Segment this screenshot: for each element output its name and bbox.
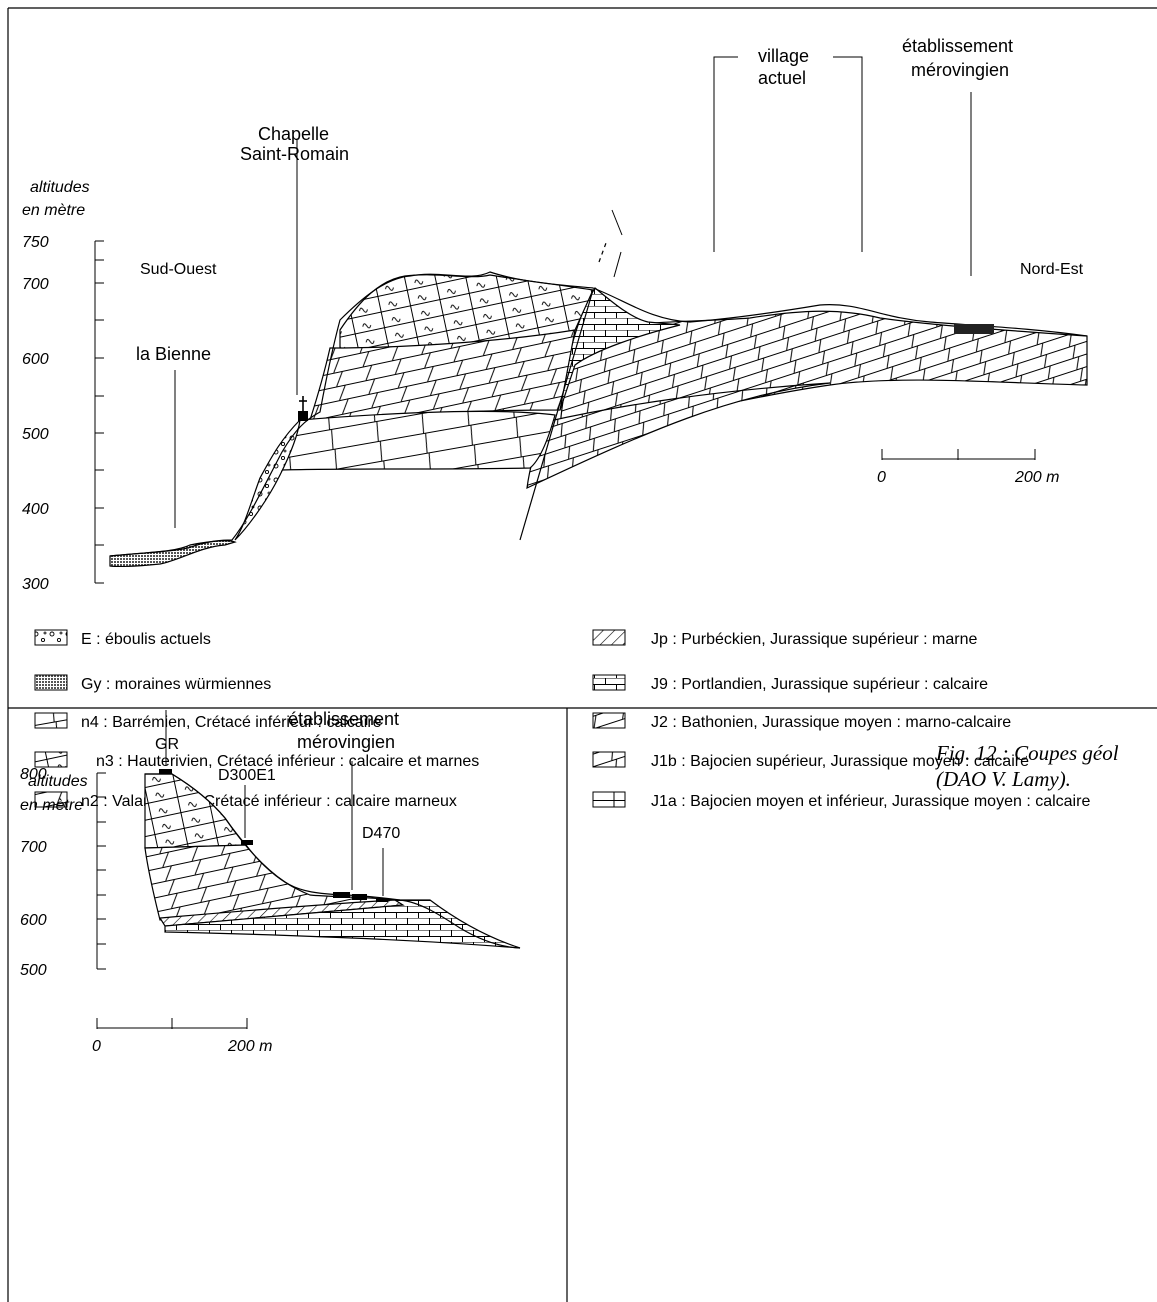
layer-n4-lower bbox=[281, 410, 556, 471]
legend-item: n2 : Valanginien, Crétacé inférieur : ca… bbox=[81, 793, 457, 810]
bottom-axis-title-line1: altitudes bbox=[28, 773, 88, 790]
bottom-geology-layers bbox=[144, 773, 521, 949]
legend-item: J1a : Bajocien moyen et inférieur, Juras… bbox=[651, 793, 1090, 810]
bottom-tick-label: 800 bbox=[20, 766, 47, 783]
label-bienne: la Bienne bbox=[136, 344, 211, 364]
label-village-line1: village bbox=[758, 46, 809, 66]
label-village-line2: actuel bbox=[758, 68, 806, 88]
top-tick-label: 400 bbox=[22, 501, 49, 518]
bottom-layer-j1a bbox=[164, 899, 521, 949]
legend-item: n3 : Hauterivien, Crétacé inférieur : ca… bbox=[96, 753, 479, 770]
top-altitude-axis: altitudes en mètre 750 700 600 500 400 3… bbox=[22, 179, 104, 593]
label-bottom-etab-line2: mérovingien bbox=[297, 732, 395, 752]
layer-n2-middle bbox=[309, 329, 576, 421]
legend-swatch-eboulis bbox=[34, 629, 68, 646]
top-scale-bar: 0 200 m bbox=[877, 449, 1059, 486]
legend-right-column: Jp : Purbéckien, Jurassique supérieur : … bbox=[592, 629, 1090, 810]
bottom-altitude-axis: altitudes en mètre 800 700 600 500 bbox=[20, 766, 106, 979]
label-gr: GR bbox=[155, 736, 179, 753]
legend-swatch-jp bbox=[592, 629, 626, 646]
top-axis-title-line2: en mètre bbox=[22, 202, 85, 219]
top-terrain-profile bbox=[109, 271, 1088, 557]
top-tick-label: 750 bbox=[22, 234, 49, 251]
top-scale-end: 200 m bbox=[1014, 469, 1059, 486]
top-tick-label: 700 bbox=[22, 276, 49, 293]
top-scale-start: 0 bbox=[877, 469, 886, 486]
label-chapelle-line2: Saint-Romain bbox=[240, 144, 349, 164]
bottom-scale-bar: 0 200 m bbox=[92, 1018, 272, 1055]
legend-swatch-j9 bbox=[592, 674, 626, 691]
bottom-tick-label: 600 bbox=[20, 912, 47, 929]
label-sud-ouest: Sud-Ouest bbox=[140, 261, 217, 278]
bottom-scale-start: 0 bbox=[92, 1038, 101, 1055]
legend-item: J1b : Bajocien supérieur, Jurassique moy… bbox=[651, 753, 1029, 770]
top-tick-label: 500 bbox=[22, 426, 49, 443]
legend-swatch-j1a bbox=[592, 791, 626, 808]
label-bottom-etab-line1: établissement bbox=[288, 709, 399, 729]
label-etab-line2: mérovingien bbox=[911, 60, 1009, 80]
chapelle-marker: Chapelle Saint-Romain bbox=[240, 124, 349, 421]
label-chapelle-line1: Chapelle bbox=[258, 124, 329, 144]
top-tick-label: 600 bbox=[22, 351, 49, 368]
legend-swatch-n4 bbox=[34, 712, 68, 729]
legend: E : éboulis actuels Gy : moraines würmie… bbox=[34, 629, 1090, 810]
layer-j1b-right bbox=[526, 382, 831, 490]
label-d300: D300E1 bbox=[218, 767, 276, 784]
legend-item: Gy : moraines würmiennes bbox=[81, 676, 271, 693]
legend-swatch-j2 bbox=[592, 712, 626, 729]
fault-line bbox=[519, 289, 594, 541]
legend-item: E : éboulis actuels bbox=[81, 631, 211, 648]
figure-caption: Fig. 12 : Coupes géol (DAO V. Lamy). bbox=[935, 741, 1119, 791]
legend-swatch-n3 bbox=[34, 751, 68, 768]
village-bracket: village actuel bbox=[713, 46, 863, 252]
label-d470: D470 bbox=[362, 825, 400, 842]
legend-item: n4 : Barrémien, Crétacé inférieur : calc… bbox=[81, 714, 382, 731]
label-nord-est: Nord-Est bbox=[1020, 261, 1084, 278]
layer-moraine bbox=[109, 540, 237, 567]
caption-line1: Fig. 12 : Coupes géol bbox=[935, 741, 1119, 765]
caption-line2: (DAO V. Lamy). bbox=[936, 767, 1071, 791]
bottom-tick-label: 500 bbox=[20, 962, 47, 979]
legend-swatch-n2 bbox=[34, 791, 68, 808]
bottom-layer-n3 bbox=[144, 773, 248, 849]
bottom-axis-title-line2: en mètre bbox=[20, 797, 83, 814]
legend-item: J9 : Portlandien, Jurassique supérieur :… bbox=[651, 676, 988, 693]
top-geology-layers bbox=[109, 209, 1088, 567]
label-etab-line1: établissement bbox=[902, 36, 1013, 56]
bottom-tick-label: 700 bbox=[20, 839, 47, 856]
top-tick-label: 300 bbox=[22, 576, 49, 593]
top-axis-title-line1: altitudes bbox=[30, 179, 90, 196]
bottom-markers: GR D300E1 établissement mérovingien D470 bbox=[155, 709, 400, 902]
bienne-marker: la Bienne bbox=[136, 344, 211, 528]
bottom-scale-end: 200 m bbox=[227, 1038, 272, 1055]
etablissement-marker: établissement mérovingien bbox=[902, 36, 1013, 334]
legend-swatch-moraine bbox=[34, 674, 68, 691]
bottom-cross-section: altitudes en mètre 800 700 600 500 GR D3… bbox=[20, 709, 521, 1055]
figure-frame bbox=[7, 7, 1157, 1302]
legend-item: Jp : Purbéckien, Jurassique supérieur : … bbox=[651, 631, 977, 648]
legend-item: J2 : Bathonien, Jurassique moyen : marno… bbox=[651, 714, 1011, 731]
legend-swatch-j1b bbox=[592, 751, 626, 768]
top-cross-section: altitudes en mètre 750 700 600 500 400 3… bbox=[22, 36, 1088, 593]
